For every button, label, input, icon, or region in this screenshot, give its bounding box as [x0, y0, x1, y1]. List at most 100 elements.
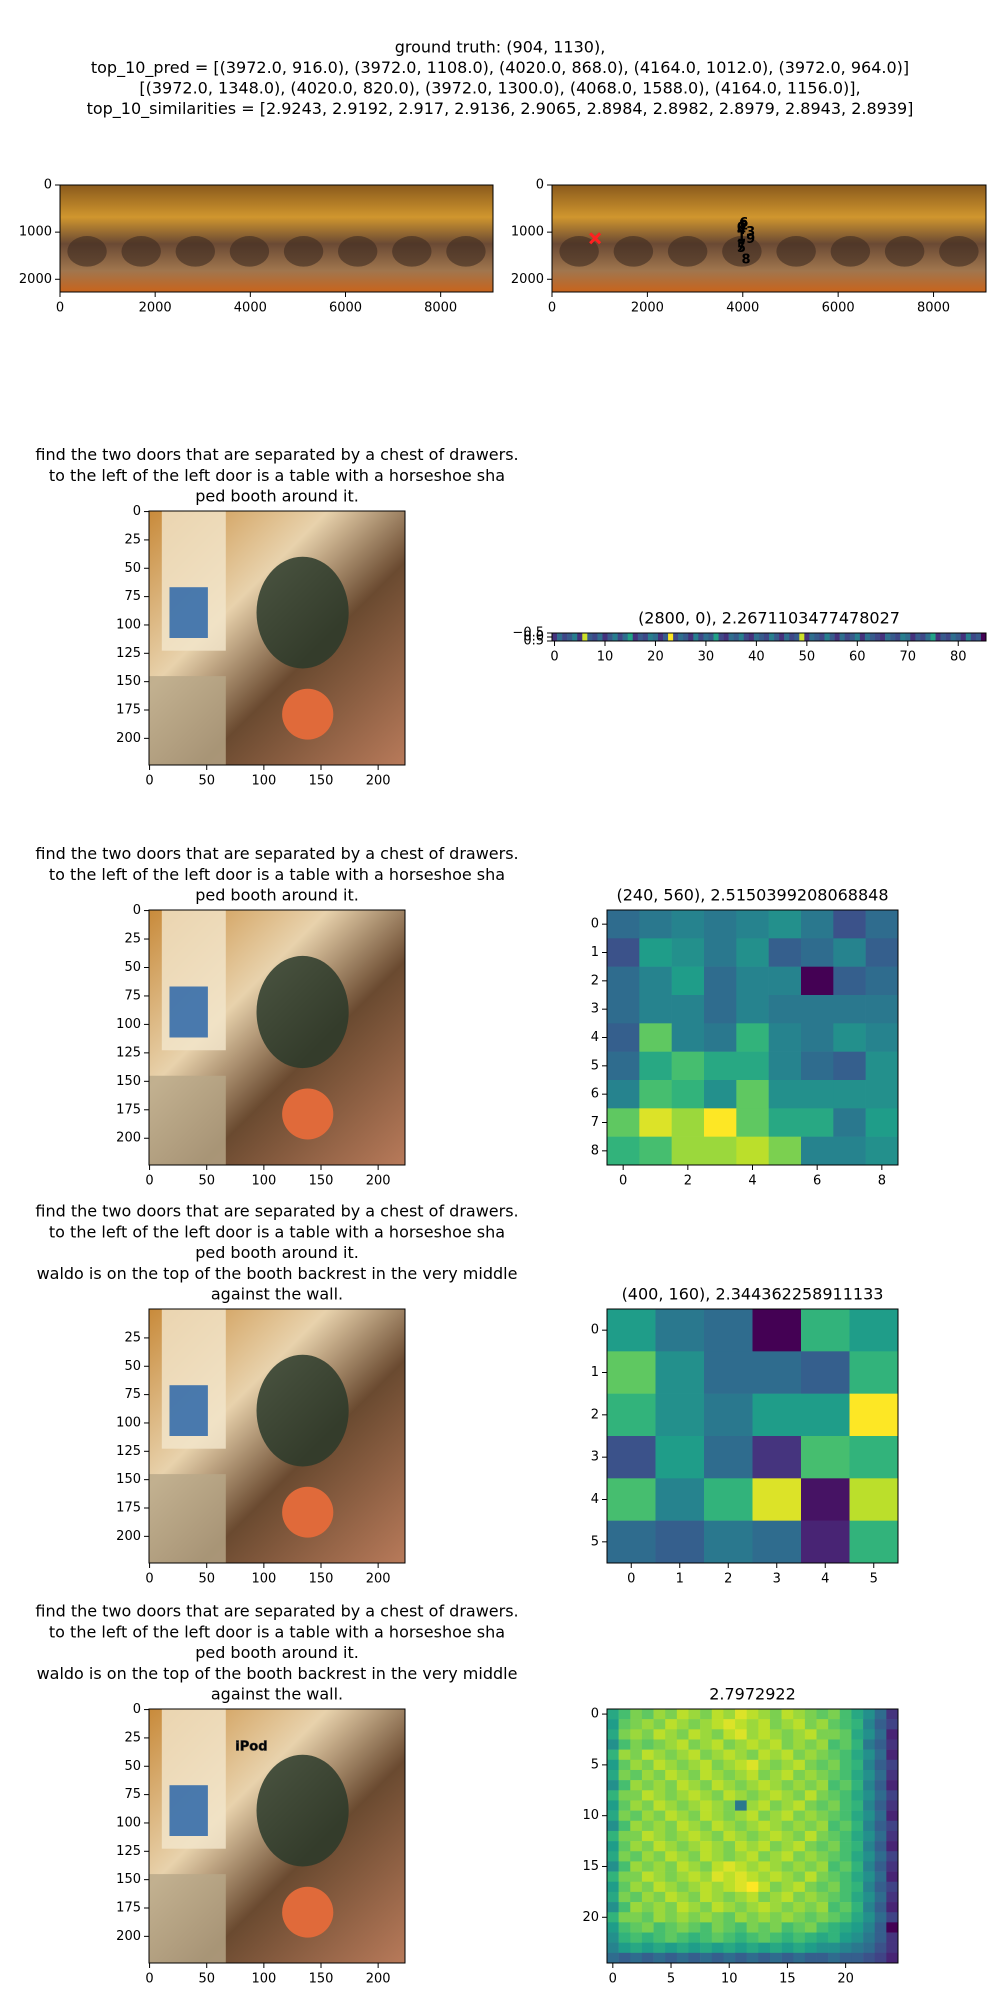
heatmap-cell: [828, 1871, 841, 1883]
heatmap-cell: [839, 1851, 852, 1862]
heatmap-cell: [768, 1023, 802, 1052]
heatmap-cell: [874, 1749, 887, 1761]
heatmap-cell: [704, 1136, 737, 1165]
heatmap-cell: [789, 633, 795, 641]
x-tick-label: 15: [779, 1972, 796, 1987]
heatmap-cell: [704, 1309, 753, 1352]
heatmap-cell: [804, 1922, 817, 1933]
heatmap-cell: [676, 1810, 689, 1822]
heatmap-cell: [630, 1861, 643, 1872]
subplot-title: to the left of the left door is a table …: [49, 466, 505, 485]
heatmap-cell: [839, 1871, 852, 1883]
heatmap-cell: [746, 1749, 759, 1761]
heatmap-cell: [711, 1952, 724, 1963]
photo-detail: [229, 236, 270, 267]
heatmap-cell: [769, 1820, 782, 1832]
heatmap-cell: [758, 1790, 771, 1801]
heatmap-cell: [665, 1932, 678, 1943]
heatmap-cell: [688, 1902, 701, 1913]
heatmap-cell: [653, 1729, 666, 1740]
x-tick-label: 30: [698, 650, 715, 665]
heatmap-cell: [758, 1749, 771, 1761]
heatmap-cell: [700, 1820, 713, 1832]
heatmap-cell: [793, 1830, 806, 1842]
heatmap-cell: [723, 1942, 736, 1954]
heatmap-cell: [839, 1922, 852, 1933]
subplot-title: 2.7972922: [709, 1685, 796, 1704]
heatmap-cell: [793, 1942, 806, 1954]
heatmap-cell: [711, 1749, 724, 1761]
heatmap-cell: [851, 1942, 864, 1954]
heatmap-cell: [700, 1881, 713, 1893]
heatmap-cell: [851, 1749, 864, 1761]
heatmap-cell: [863, 1790, 876, 1801]
heatmap-cell: [630, 1922, 643, 1933]
heatmap-cell: [688, 1942, 701, 1954]
heatmap-cell: [849, 1478, 898, 1521]
heatmap-cell: [925, 633, 931, 641]
heatmap-cell: [816, 1952, 829, 1963]
subplot-title: ped booth around it.: [195, 1643, 359, 1662]
heatmap-cell: [676, 1820, 689, 1832]
heatmap-cell: [816, 1780, 829, 1791]
y-tick-label: 125: [116, 1045, 141, 1060]
heatmap-cell: [746, 1780, 759, 1791]
heatmap-cell: [816, 1891, 829, 1903]
heatmap-cell: [851, 1841, 864, 1852]
heatmap-cell: [874, 1952, 887, 1963]
heatmap-cell: [641, 1820, 654, 1832]
heatmap-cell: [700, 1861, 713, 1872]
heatmap-cell: [673, 633, 679, 641]
heatmap-cell: [863, 1759, 876, 1771]
heatmap-cell: [804, 1800, 817, 1811]
heatmap-cell: [607, 1739, 619, 1750]
heatmap-cell: [688, 1851, 701, 1862]
heatmap-cell: [816, 1861, 829, 1872]
heatmap-cell: [607, 1810, 619, 1822]
heatmap-cell: [711, 1891, 724, 1903]
heatmap-cell: [735, 1719, 747, 1730]
heatmap-cell: [618, 1790, 631, 1801]
heatmap-cell: [874, 633, 881, 641]
heatmap-cell: [874, 1759, 887, 1771]
heatmap-cell: [641, 1729, 654, 1740]
heatmap-cell: [752, 1309, 802, 1352]
heatmap-cell: [641, 1841, 654, 1852]
heatmap-cell: [665, 1841, 678, 1852]
heatmap-cell: [618, 1952, 631, 1963]
heatmap-cell: [781, 1902, 794, 1913]
photo-detail: [446, 236, 486, 267]
heatmap-cell: [630, 1841, 643, 1852]
heatmap-cell: [863, 1820, 876, 1832]
y-tick-label: 25: [124, 1330, 141, 1345]
heatmap-cell: [828, 1719, 841, 1730]
heatmap-cell: [723, 1952, 736, 1963]
heatmap-cell: [618, 1912, 631, 1923]
heatmap-cell: [748, 633, 755, 641]
heatmap-cell: [769, 1830, 782, 1842]
heatmap-cell: [874, 1912, 887, 1923]
heatmap-cell: [618, 1780, 631, 1791]
y-tick-label: 75: [124, 988, 141, 1003]
heatmap-cell: [630, 1881, 643, 1893]
axes-frame: [606, 1308, 899, 1564]
heatmap-cell: [781, 1932, 794, 1943]
x-tick-label: 80: [950, 650, 967, 665]
heatmap-cell: [665, 1800, 678, 1811]
heatmap-cell: [758, 1922, 771, 1933]
y-tick-label: 200: [116, 731, 141, 746]
heatmap-cell: [910, 633, 916, 641]
heatmap-cell: [839, 1769, 852, 1781]
heatmap-cell: [804, 1729, 817, 1740]
heatmap-cell: [758, 1912, 771, 1923]
heatmap-cell: [735, 1790, 747, 1801]
heatmap-cell: [793, 1759, 806, 1771]
heatmap-cell: [639, 1080, 672, 1109]
heatmap-cell: [641, 1739, 654, 1750]
heatmap-cell: [700, 1759, 713, 1771]
x-tick-label: 5: [667, 1972, 675, 1987]
heatmap-cell: [607, 1932, 619, 1943]
heatmap-cell: [671, 1023, 705, 1052]
y-tick-label: 25: [124, 932, 141, 947]
heatmap-cell: [864, 633, 871, 641]
